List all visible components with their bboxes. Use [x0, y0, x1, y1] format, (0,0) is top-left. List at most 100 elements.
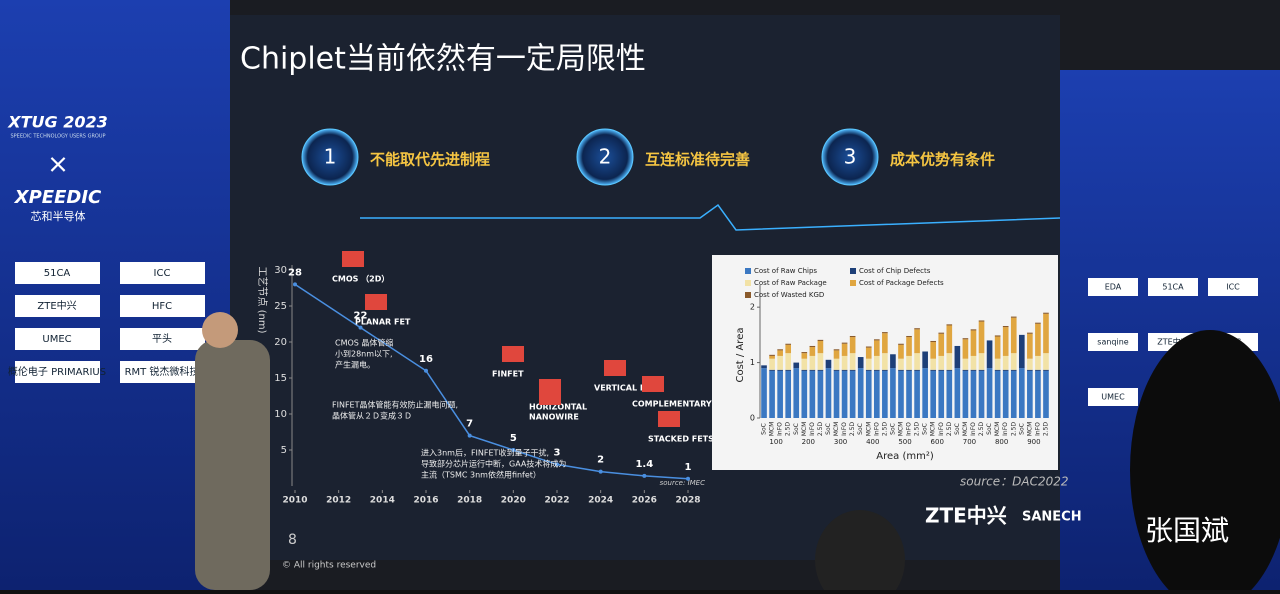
bar-segment [882, 370, 888, 418]
device-label: PLANAR FET [355, 318, 411, 327]
bar-segment [817, 339, 824, 341]
bar-segment [1018, 334, 1025, 369]
bar-segment [865, 346, 872, 348]
bar-segment [890, 368, 896, 418]
x-tick-label: 2014 [370, 496, 395, 506]
bar-type: 2.5D [849, 422, 856, 437]
device-icon [365, 294, 387, 310]
presenter [195, 340, 270, 590]
bar-segment [1027, 333, 1033, 359]
legend-label: Cost of Wasted KGD [754, 291, 824, 299]
note: CMOS 晶体管缩 [335, 338, 393, 348]
bar-segment [1035, 322, 1041, 324]
note: 主流（TSMC 3nm依然用finfet） [421, 470, 541, 480]
bar-segment [1043, 370, 1049, 418]
bar-segment [833, 369, 840, 371]
y-tick-label: 5 [281, 445, 287, 456]
bar-segment [930, 342, 937, 359]
value-label: 1.4 [635, 459, 653, 470]
bar-segment [1010, 316, 1017, 318]
points: 1 不能取代先进制程 2 互连标准待完善 3 成本优势有条件 [301, 128, 995, 186]
process-point [424, 368, 428, 373]
bar-segment [946, 369, 953, 371]
sponsor: HFC [152, 301, 172, 312]
sponsor: RMT 锐杰微科技 [125, 365, 200, 378]
bar-type: InFO [873, 422, 880, 436]
bar-segment [954, 368, 961, 418]
device-label: CMOS （2D） [332, 274, 389, 284]
y-tick-label: 0 [750, 414, 755, 423]
bar-segment [833, 349, 840, 351]
bar-segment [785, 353, 792, 370]
bar-type: InFO [1034, 422, 1041, 436]
value-label: 3 [554, 447, 561, 458]
bar-segment [777, 349, 783, 351]
bar-type: MCM [930, 422, 937, 437]
bar-segment [873, 340, 880, 356]
bar-segment [962, 339, 969, 359]
bar-segment [946, 353, 953, 370]
y-tick-label: 30 [274, 265, 287, 276]
bar-segment [801, 352, 808, 354]
bar-segment [785, 343, 792, 345]
sponsor: 51CA [44, 268, 71, 279]
bar-segment [994, 370, 1001, 418]
group-label: 600 [931, 438, 944, 446]
sponsor-box [120, 262, 205, 284]
device-icon [604, 360, 626, 376]
device-icon [539, 389, 561, 405]
bar-segment [962, 338, 969, 340]
event: XTUG 2023 [7, 113, 107, 132]
bar-segment [1035, 370, 1041, 418]
bar-segment [1035, 369, 1041, 371]
bar-segment [930, 340, 937, 343]
sponsor-box [15, 262, 100, 284]
process-point [686, 476, 690, 481]
bar-type: SoC [954, 423, 961, 435]
bar-segment [914, 329, 920, 354]
sponsor-box [15, 295, 100, 317]
bar-segment [970, 369, 977, 371]
bar-type: 2.5D [1042, 422, 1049, 437]
value-label: 28 [288, 267, 302, 278]
bar-segment [1002, 370, 1009, 418]
bar-segment [769, 358, 775, 370]
copyright: © All rights reserved [282, 561, 376, 571]
legend-label: Cost of Raw Package [754, 279, 827, 287]
bar-segment [865, 370, 872, 418]
y-tick-label: 25 [274, 301, 287, 312]
bar-type: SoC [825, 423, 832, 435]
group-label: 200 [802, 438, 815, 446]
bar-segment [994, 336, 1001, 359]
bar-segment [1027, 369, 1033, 371]
bar-segment [962, 370, 969, 418]
note: 导致部分芯片运行中断，GAA技术将成为 [421, 459, 566, 469]
group-label: 300 [834, 438, 847, 446]
bar-segment [954, 345, 961, 369]
note: 进入3nm后，FINFET收到量子干扰, [421, 448, 549, 458]
bar-segment [906, 370, 912, 418]
group-label: 400 [866, 438, 879, 446]
bar-segment [1002, 327, 1009, 356]
bar-segment [890, 354, 896, 369]
bar-type: SoC [922, 423, 929, 435]
bar-segment [994, 335, 1001, 337]
device-label: FINFET [492, 370, 524, 379]
bar-segment [793, 368, 800, 418]
bar-segment [801, 369, 808, 371]
device-label: HORIZONTAL [529, 403, 587, 412]
bar-segment [962, 358, 969, 370]
bar-segment [906, 337, 912, 356]
footer-logo: SANECH [1022, 510, 1082, 525]
bar-segment [938, 370, 945, 418]
bar-type: SoC [1018, 423, 1025, 435]
sponsor: sanqine [1097, 338, 1129, 347]
bar-type: MCM [1026, 422, 1033, 437]
camera [1130, 330, 1280, 594]
bar-segment [817, 370, 824, 418]
device-label: NANOWIRE [529, 413, 579, 422]
sponsor: 51CA [1162, 283, 1184, 292]
y-tick-label: 1 [750, 358, 755, 367]
